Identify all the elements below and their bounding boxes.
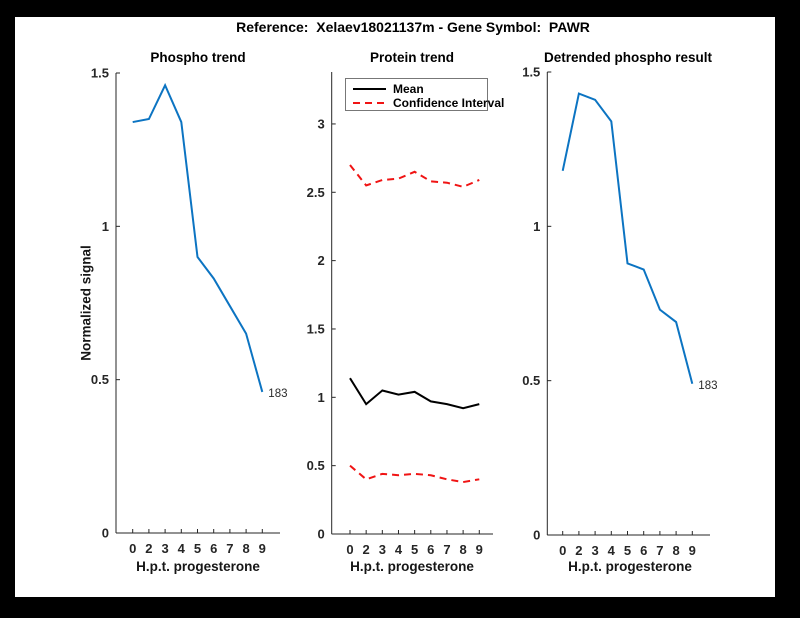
legend-entry-confidence-interval: Confidence Interval — [353, 96, 504, 110]
svg-text:0: 0 — [533, 528, 540, 543]
legend-label-mean: Mean — [393, 82, 424, 96]
svg-text:0: 0 — [102, 526, 109, 541]
legend-label-confidence-interval: Confidence Interval — [393, 96, 505, 110]
svg-text:1: 1 — [533, 219, 540, 234]
svg-text:8: 8 — [242, 541, 249, 556]
svg-text:1: 1 — [102, 219, 109, 234]
subplot-detrended-title: Detrended phospho result — [543, 50, 712, 65]
svg-text:6: 6 — [640, 543, 647, 558]
svg-text:2.5: 2.5 — [307, 185, 325, 200]
svg-text:5: 5 — [194, 541, 201, 556]
svg-text:0.5: 0.5 — [307, 458, 325, 473]
svg-text:0: 0 — [317, 527, 324, 542]
svg-text:183: 183 — [698, 380, 717, 392]
svg-text:2: 2 — [575, 543, 582, 558]
svg-text:9: 9 — [689, 543, 696, 558]
svg-text:2: 2 — [317, 253, 324, 268]
svg-text:5: 5 — [411, 542, 418, 557]
x-axis-label-protein: H.p.t. progesterone — [350, 559, 474, 574]
svg-text:9: 9 — [259, 541, 266, 556]
subplot-phospho-title: Phospho trend — [150, 50, 246, 65]
x-axis-label-phospho: H.p.t. progesterone — [136, 559, 260, 574]
svg-text:183: 183 — [268, 388, 287, 400]
svg-text:0.5: 0.5 — [522, 373, 540, 388]
svg-text:6: 6 — [210, 541, 217, 556]
figure-canvas — [15, 17, 775, 597]
svg-text:0: 0 — [559, 543, 566, 558]
x-axis-label-detrended: H.p.t. progesterone — [568, 559, 692, 574]
svg-text:7: 7 — [443, 542, 450, 557]
svg-text:2: 2 — [363, 542, 370, 557]
svg-text:9: 9 — [476, 542, 483, 557]
svg-text:0: 0 — [346, 542, 353, 557]
svg-text:2: 2 — [145, 541, 152, 556]
svg-text:1: 1 — [317, 390, 324, 405]
svg-text:5: 5 — [624, 543, 631, 558]
svg-text:4: 4 — [178, 541, 186, 556]
legend: Mean Confidence Interval — [345, 78, 504, 111]
svg-text:3: 3 — [379, 542, 386, 557]
svg-text:7: 7 — [656, 543, 663, 558]
confidence-interval-line-sample — [353, 102, 386, 104]
svg-text:3: 3 — [317, 116, 324, 131]
svg-text:8: 8 — [672, 543, 679, 558]
mean-line-sample — [353, 88, 386, 90]
svg-text:1.5: 1.5 — [91, 66, 109, 81]
svg-text:4: 4 — [395, 542, 403, 557]
svg-text:3: 3 — [161, 541, 168, 556]
subplot-protein-title: Protein trend — [369, 50, 454, 65]
figure-title: Reference: Xelaev18021137m - Gene Symbol… — [236, 19, 590, 35]
svg-text:3: 3 — [591, 543, 598, 558]
legend-entry-mean: Mean — [353, 82, 487, 96]
svg-text:4: 4 — [608, 543, 616, 558]
svg-text:1.5: 1.5 — [307, 321, 325, 336]
svg-text:7: 7 — [226, 541, 233, 556]
svg-text:0.5: 0.5 — [91, 372, 109, 387]
svg-text:1.5: 1.5 — [522, 65, 540, 80]
svg-text:8: 8 — [460, 542, 467, 557]
svg-text:0: 0 — [129, 541, 136, 556]
svg-text:6: 6 — [427, 542, 434, 557]
